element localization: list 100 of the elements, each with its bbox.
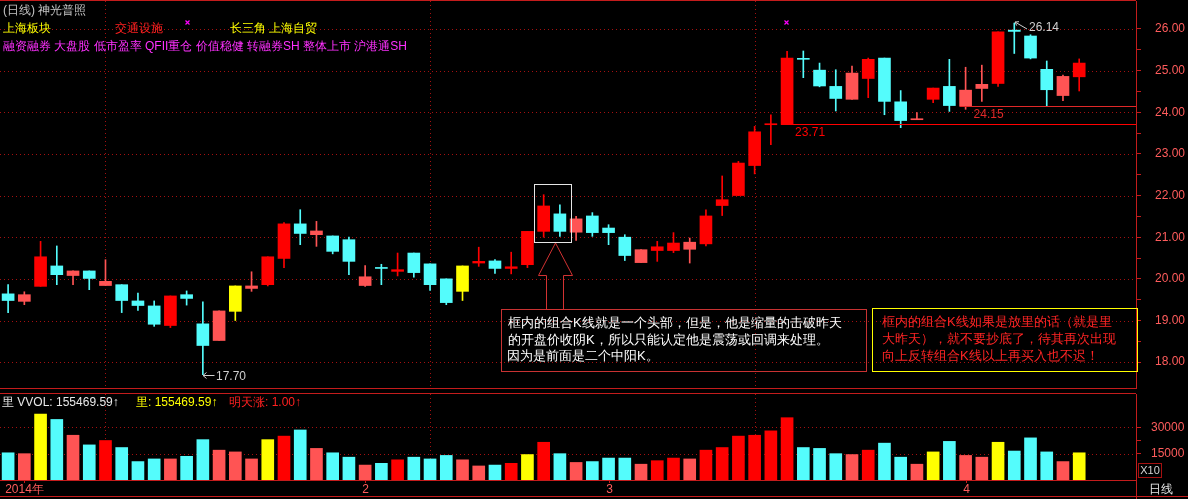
- bar: [180, 455, 193, 480]
- candlestick: [472, 246, 486, 267]
- candlestick: [975, 64, 989, 102]
- bar: [50, 419, 64, 480]
- bar: [391, 459, 404, 480]
- x-tick-label: 3: [606, 482, 614, 497]
- bar: [18, 453, 31, 480]
- bar: [845, 454, 859, 480]
- bar: [196, 439, 210, 480]
- bar: [261, 439, 275, 480]
- bar: [553, 453, 567, 480]
- candlestick: [504, 251, 518, 275]
- bar: [699, 449, 713, 480]
- bar: [147, 458, 161, 480]
- candlestick: [715, 175, 729, 216]
- candlestick: [650, 241, 664, 262]
- y-tick-label: 23.00: [1155, 146, 1186, 161]
- candlestick: [1, 284, 15, 313]
- bar: [650, 460, 664, 480]
- bar: [975, 456, 989, 480]
- bar: [764, 430, 778, 480]
- annotation: 明天涨: 1.00↑: [229, 395, 302, 409]
- bar: [407, 456, 421, 480]
- annotation: 长三角 上海自贸: [230, 21, 318, 35]
- bar: [504, 463, 518, 480]
- annotation: 里 VVOL: 155469.59↑: [2, 395, 119, 409]
- bar: [439, 455, 453, 480]
- bar: [456, 459, 469, 480]
- candlestick: [764, 114, 778, 146]
- bar: [537, 441, 550, 480]
- bar: [326, 452, 340, 480]
- annotation: 26.14: [1029, 20, 1060, 34]
- bar: [423, 458, 437, 480]
- text: 日线: [1149, 482, 1173, 496]
- annotation: 里: 155469.59↑: [136, 395, 218, 409]
- y-tick-label: 25.00: [1155, 62, 1186, 77]
- bar: [212, 449, 226, 480]
- bar: [796, 447, 810, 480]
- bar: [293, 429, 307, 480]
- bar: [245, 458, 258, 480]
- annotation: 因为是前面是二个中阳K。: [507, 347, 659, 364]
- bar: [34, 413, 47, 480]
- annotation: 融资融券 大盘股 低市盈率 QFII重仓 价值稳健 转融券SH 整体上市 沪港通SH: [3, 39, 408, 53]
- bar: [82, 444, 96, 480]
- bar: [1072, 452, 1086, 480]
- bar: [683, 458, 697, 480]
- bar: [1040, 451, 1054, 480]
- bar: [342, 456, 356, 480]
- y-tick-label: 21.00: [1155, 229, 1186, 244]
- y-tick-label: 18.00: [1155, 354, 1186, 369]
- bar: [488, 464, 502, 480]
- bar: [991, 441, 1005, 480]
- bar: [894, 456, 908, 480]
- bar: [1, 452, 15, 480]
- ref-line-label: 24.15: [973, 106, 1004, 121]
- bar: [1007, 450, 1021, 480]
- y-tick-label: 22.00: [1155, 187, 1186, 202]
- y-tick-label: 15000: [1151, 445, 1185, 460]
- ref-line-label: 23.71: [795, 124, 826, 139]
- bar: [878, 442, 891, 480]
- bar: [813, 448, 826, 480]
- x-tick-label: 2014年: [5, 482, 44, 497]
- bar: [780, 417, 794, 480]
- bar: [164, 458, 177, 480]
- bar: [959, 455, 972, 480]
- bar: [375, 463, 388, 480]
- bar: [618, 457, 632, 480]
- annotation: 交通设施: [115, 21, 163, 35]
- bar: [66, 434, 80, 480]
- bar: [732, 435, 745, 480]
- annotation: 框内的组合K线如果是放里的话（就是里大昨天），就不要抄底了，待其再次出现向上反转组合K线以上再买入也不迟！: [872, 308, 1138, 372]
- chart-title: (日线) 神光普照: [3, 3, 87, 17]
- bar: [115, 447, 129, 480]
- candlestick: [1007, 22, 1021, 54]
- y-tick-label: 20.00: [1155, 271, 1186, 286]
- y-axis-title: X10: [1138, 463, 1162, 478]
- text: 上海板块: [3, 21, 51, 35]
- bar: [131, 461, 145, 480]
- bar: [358, 464, 372, 480]
- bar: [277, 435, 291, 480]
- bar: [926, 451, 940, 480]
- y-tick-label: 30000: [1151, 419, 1185, 434]
- candlestick: [50, 245, 64, 286]
- y-tick-label: 26.00: [1155, 21, 1186, 36]
- bar: [602, 457, 615, 480]
- annotation: 17.70: [216, 369, 247, 383]
- bar: [667, 457, 680, 480]
- x-tick-label: 2: [362, 482, 370, 497]
- bar: [829, 453, 843, 480]
- bar: [99, 440, 112, 480]
- bar: [634, 463, 648, 480]
- bar: [943, 441, 956, 480]
- bar: [861, 449, 875, 480]
- x-tick-label: 4: [963, 482, 971, 497]
- bar: [715, 447, 729, 480]
- candlestick: [910, 112, 924, 121]
- bar: [1024, 437, 1037, 480]
- bar: [310, 448, 323, 480]
- bar: [748, 434, 761, 480]
- y-tick-label: 19.00: [1155, 312, 1186, 327]
